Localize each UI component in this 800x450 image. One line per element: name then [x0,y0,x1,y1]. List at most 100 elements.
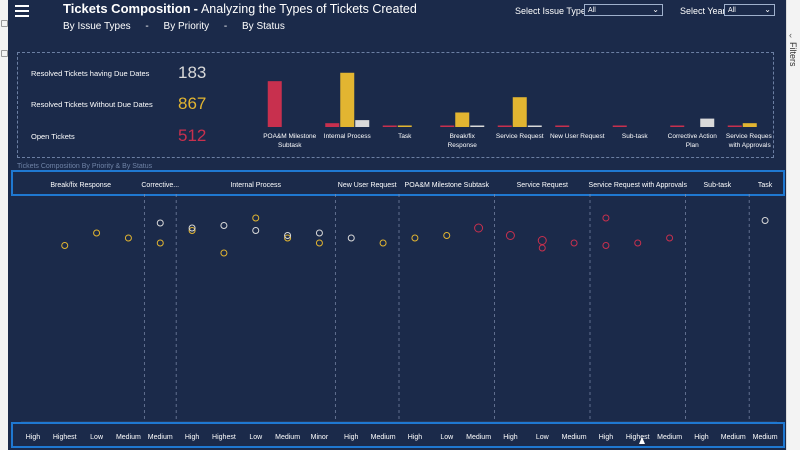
bar [497,125,512,127]
title-dash: - [193,1,198,16]
bar [742,123,757,127]
data-point [220,249,228,257]
x-tick-label: Low [90,434,104,441]
chevron-left-icon[interactable]: ‹ [789,30,792,40]
data-point [156,219,164,227]
bar [440,125,455,127]
data-point [666,234,674,242]
nav-by-status[interactable]: By Status [242,21,285,32]
category-label: Subtask [278,142,302,149]
issue-type-dropdown[interactable]: All ⌄ [584,4,663,16]
data-point [570,239,578,247]
category-label: with Approvals [728,142,772,149]
data-point [252,214,260,222]
bar [325,123,340,127]
title-main: Tickets Composition [63,1,191,16]
chevron-down-icon: ⌄ [764,5,771,14]
data-point [411,234,419,242]
filters-pane-label: Filters [788,42,798,67]
x-tick-label: Medium [148,434,173,441]
group-header-row: Break/fix Response Corrective... Internal … [50,182,773,189]
category-label: Sub-task [622,133,648,140]
bar [527,125,542,127]
page-title: Tickets Composition - Analyzing the Types … [63,1,417,16]
x-tick-label: Highest [53,434,77,441]
x-tick-label: Highest [626,434,650,441]
chevron-down-icon: ⌄ [652,5,659,14]
x-tick-label: High [344,434,359,441]
data-point [93,229,101,237]
mouse-cursor-icon [639,437,645,444]
x-tick-label: Medium [657,434,682,441]
bar [512,97,527,127]
group-label: Sub-task [704,182,732,189]
bar [670,125,685,127]
data-point [443,232,451,239]
kpi-label: Resolved Tickets having Due Dates [31,69,150,78]
view-nav: By Issue Types - By Priority - By Status [63,21,297,32]
x-tick-label: Highest [212,434,236,441]
x-tick-label: Low [249,434,263,441]
title-subtitle: Analyzing the Types of Tickets Created [200,2,417,16]
category-label: Corrective Action [668,133,718,140]
category-label: Task [398,133,412,140]
data-point [61,242,69,249]
bar [267,81,282,127]
category-label: New User Request [550,133,605,140]
nav-separator: - [145,21,149,32]
data-point [347,234,355,242]
group-header-highlight [11,170,785,196]
data-point [156,239,164,247]
nav-by-priority[interactable]: By Priority [163,21,210,32]
bar [340,72,355,127]
category-label: Service Request [496,133,544,140]
category-label: POA&M Milestone [263,133,316,140]
group-label: Service Request with Approvals [589,182,688,189]
x-tick-label: High [503,434,518,441]
data-point [379,239,387,247]
kpi-value-resolved-with-due: 183 [178,63,207,82]
group-label: Service Request [517,182,568,189]
x-tick-label: Medium [275,434,300,441]
scatter-chart-title: Tickets Composition By Priority & By Sta… [17,163,153,170]
rail-page-icon[interactable] [1,50,8,57]
issue-type-bar-chart[interactable]: POA&M Milestone Subtask Internal Process Ta… [252,66,772,154]
rail-page-icon[interactable] [1,20,8,27]
x-tick-label: Minor [311,434,329,441]
year-dropdown[interactable]: All ⌄ [724,4,775,16]
data-point [124,234,132,242]
kpi-value-resolved-without-due: 867 [178,94,207,113]
data-point [220,222,228,229]
bar [455,112,470,127]
x-axis-labels: High Highest Low Medium Medium High Highest Low… [26,434,778,441]
nav-by-issue-types[interactable]: By Issue Types [63,21,131,32]
group-label: Internal Process [230,182,281,189]
data-point [634,239,642,247]
data-point [761,217,769,224]
data-point [602,214,610,222]
priority-status-scatter-chart[interactable] [17,194,781,424]
menu-icon[interactable] [15,5,29,20]
data-point [315,239,323,247]
filters-pane[interactable]: ‹ Filters [786,0,800,450]
group-label: POA&M Milestone Subtask [405,182,490,189]
kpi-label: Resolved Tickets Without Due Dates [31,100,153,109]
category-label: Response [448,142,478,149]
data-point [538,244,546,252]
kpi-panel [17,52,774,158]
data-point [315,229,323,237]
data-point [188,224,196,232]
x-tick-label: Medium [562,434,587,441]
data-point [252,227,260,234]
x-tick-label: Medium [466,434,491,441]
data-point [284,234,292,242]
x-tick-label: Low [536,434,550,441]
x-tick-label: Low [440,434,454,441]
bar [700,118,715,127]
issue-type-dropdown-value: All [588,7,596,14]
x-tick-label: Medium [371,434,396,441]
data-point [505,231,515,240]
nav-separator: - [223,21,228,32]
x-tick-label: High [599,434,614,441]
group-label: Task [758,182,773,189]
